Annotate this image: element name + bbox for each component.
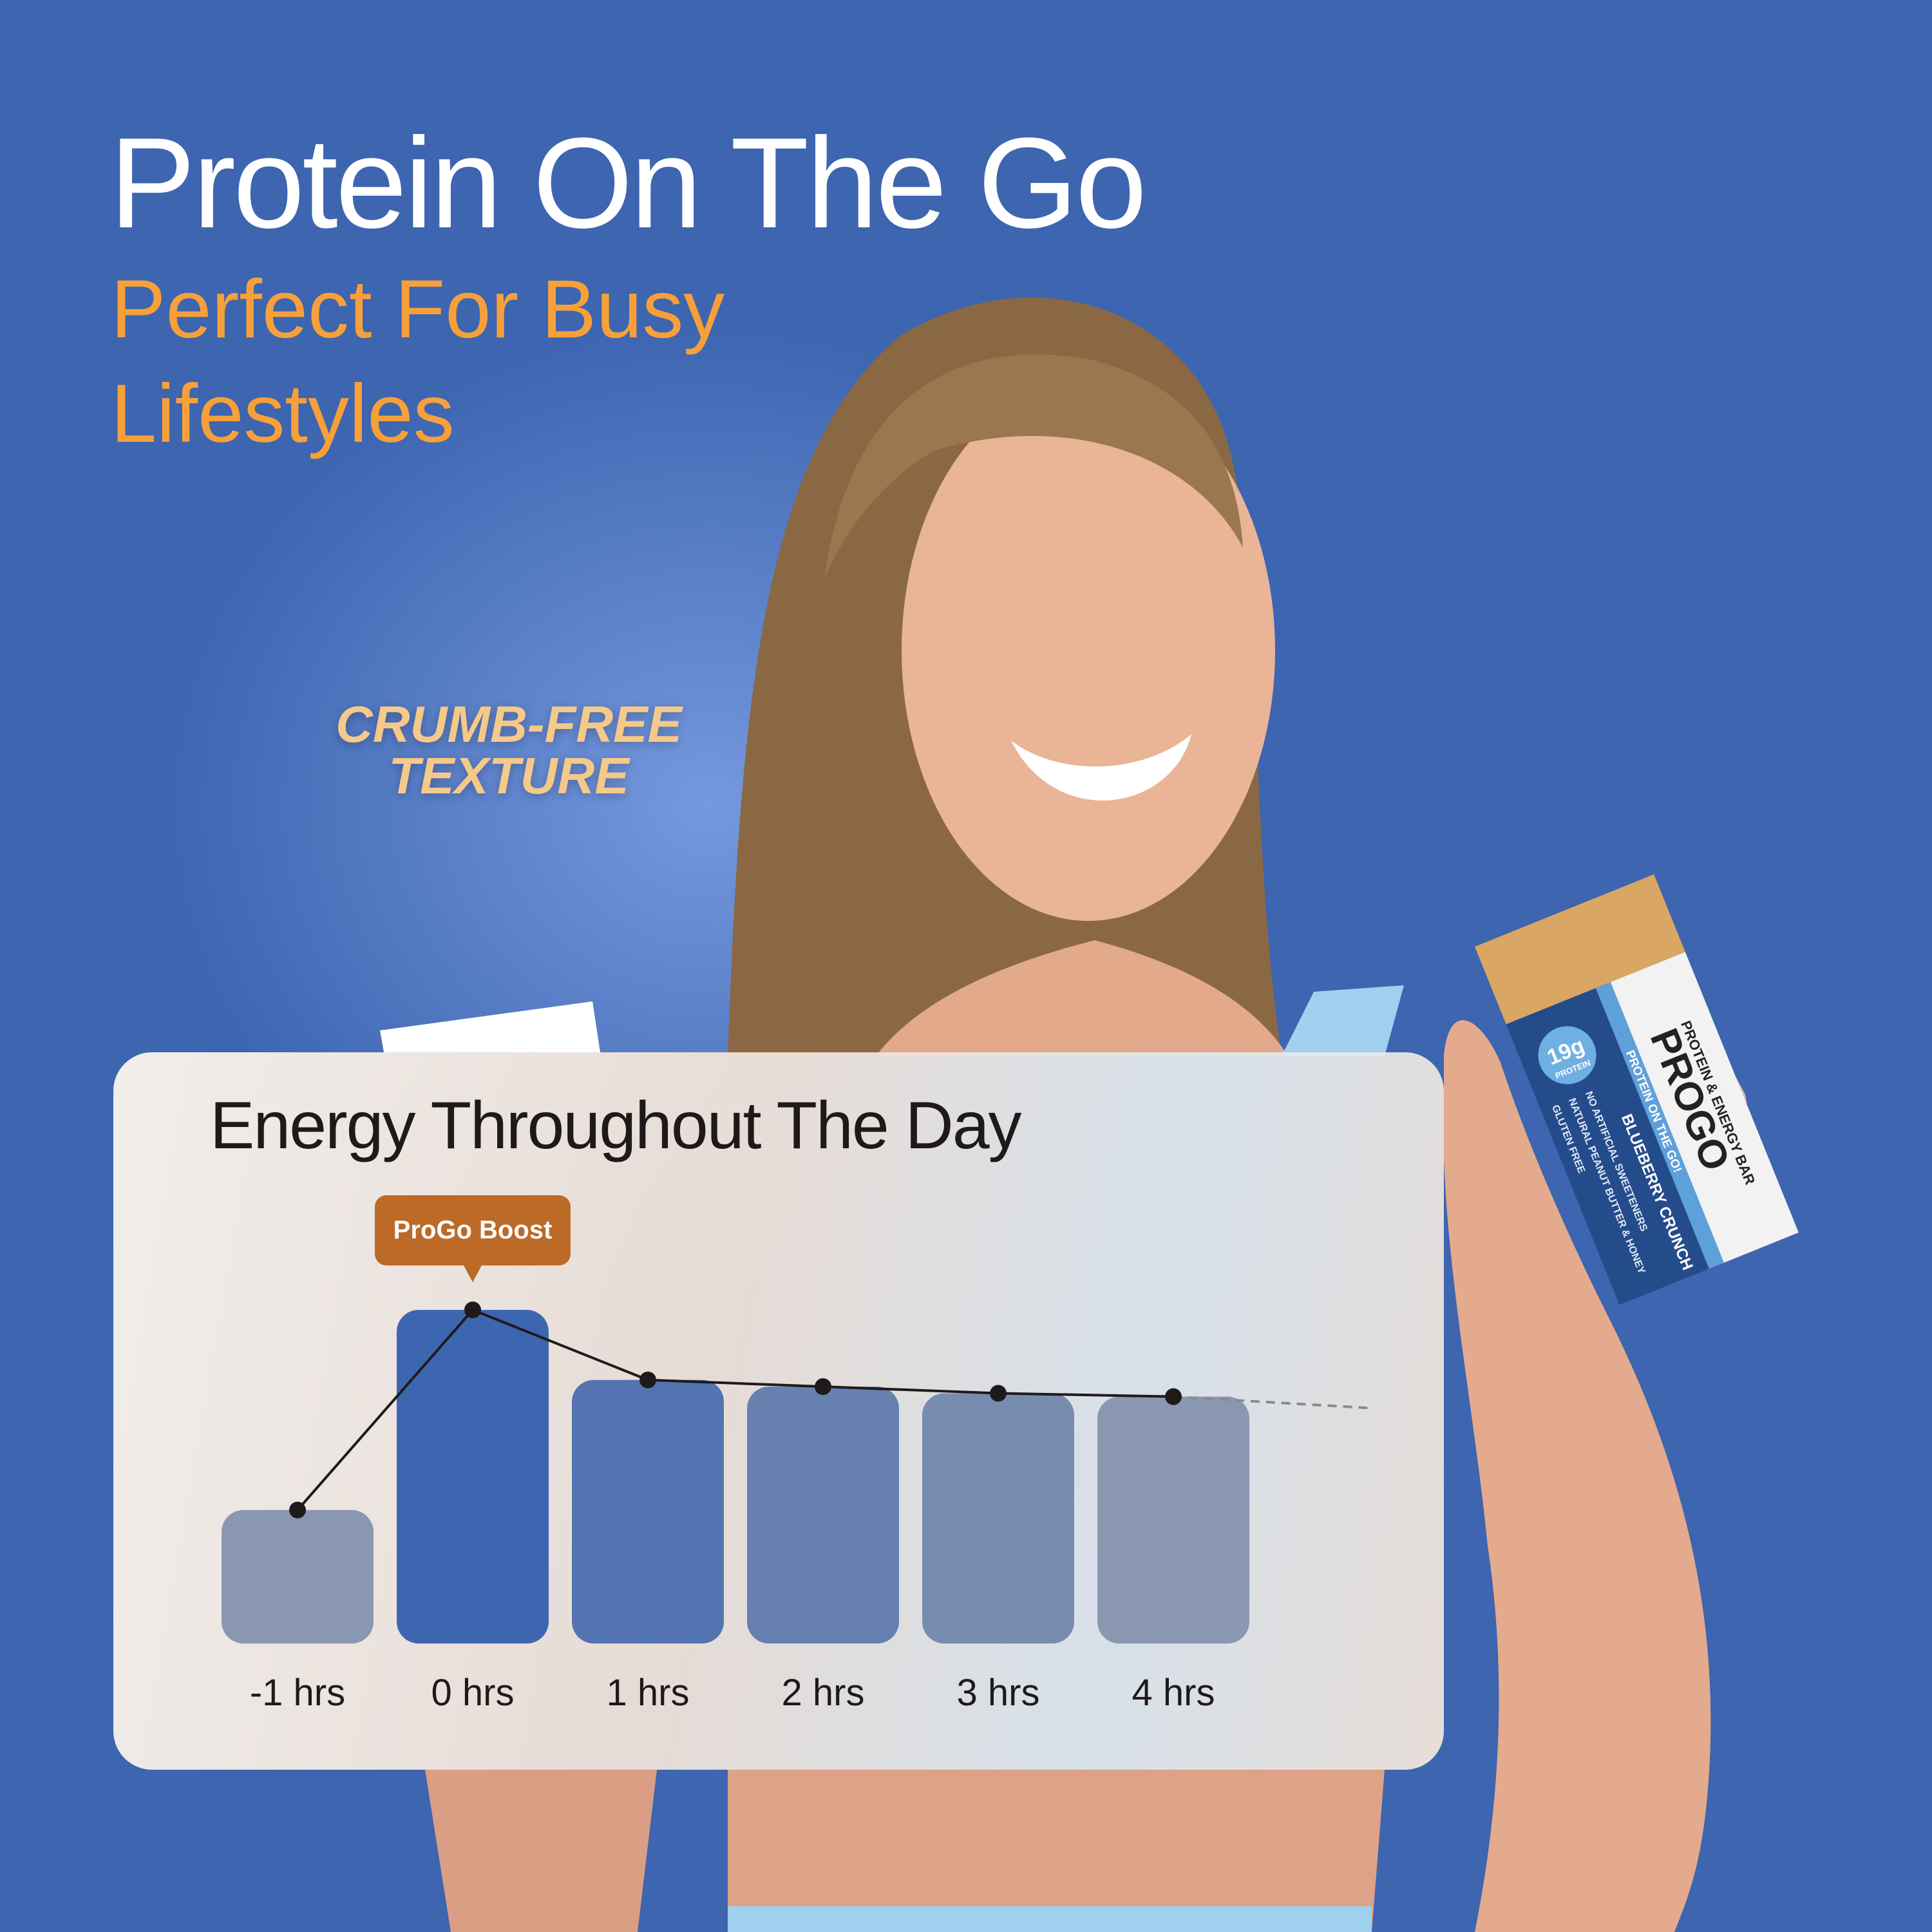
x-tick-label: 0 hrs bbox=[431, 1672, 515, 1714]
energy-chart: -1 hrs 0 hrs 1 hrs 2 hrs 3 hrs 4 hrs bbox=[222, 1302, 1374, 1714]
x-tick-label: 2 hrs bbox=[782, 1672, 865, 1714]
headline: Protein On The Go bbox=[109, 111, 1147, 255]
energy-point bbox=[289, 1501, 306, 1519]
bar-1hrs bbox=[572, 1379, 724, 1643]
progo-boost-badge: ProGo Boost bbox=[375, 1195, 571, 1282]
x-tick-label: 4 hrs bbox=[1132, 1672, 1215, 1714]
x-tick-label: 1 hrs bbox=[607, 1672, 690, 1714]
subheadline: Perfect For Busy Lifestyles bbox=[111, 263, 725, 460]
energy-chart-card: Energy Throughout The Day -1 hrs 0 hrs 1 h… bbox=[113, 1052, 1444, 1770]
trend-dashed-line bbox=[1173, 1395, 1374, 1410]
energy-point bbox=[815, 1378, 831, 1396]
callout-line-1: CRUMB-FREE bbox=[336, 696, 682, 753]
x-tick-label: 3 hrs bbox=[957, 1672, 1040, 1714]
energy-point bbox=[464, 1302, 481, 1318]
bar-3hrs bbox=[922, 1393, 1074, 1643]
bar-0hrs bbox=[397, 1310, 549, 1643]
callout-line-2: TEXTURE bbox=[388, 747, 629, 804]
protein-bar: 19g PROTEIN PROGO PROTEIN & ENERGY BAR P… bbox=[1475, 874, 1799, 1305]
energy-line bbox=[296, 1308, 1174, 1511]
energy-point bbox=[990, 1385, 1007, 1402]
bar-4hrs bbox=[1097, 1396, 1249, 1643]
bar-2hrs bbox=[747, 1387, 899, 1643]
x-tick-label: -1 hrs bbox=[250, 1672, 345, 1714]
energy-point bbox=[639, 1371, 656, 1388]
energy-point bbox=[1165, 1388, 1182, 1405]
chart-title: Energy Throughout The Day bbox=[210, 1088, 1022, 1163]
bar--1hrs bbox=[222, 1510, 374, 1643]
texture-callout: CRUMB-FREE TEXTURE bbox=[316, 699, 702, 802]
